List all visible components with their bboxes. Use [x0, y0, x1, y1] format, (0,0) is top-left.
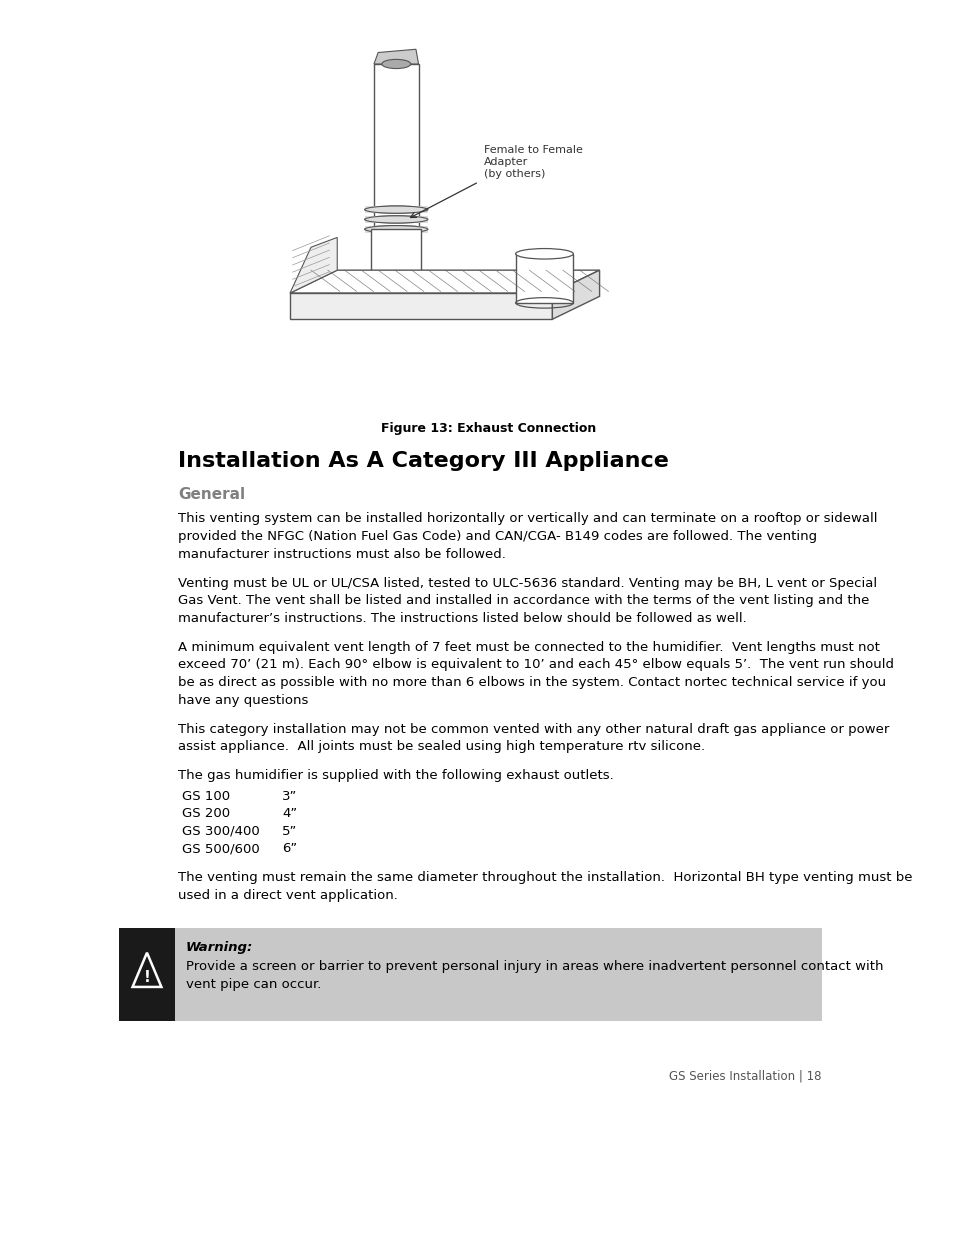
Text: used in a direct vent application.: used in a direct vent application. — [178, 889, 397, 902]
Text: !: ! — [143, 971, 151, 986]
Polygon shape — [290, 237, 337, 293]
Text: Gas Vent. The vent shall be listed and installed in accordance with the terms of: Gas Vent. The vent shall be listed and i… — [178, 594, 869, 608]
Text: The gas humidifier is supplied with the following exhaust outlets.: The gas humidifier is supplied with the … — [178, 769, 614, 782]
Ellipse shape — [381, 59, 411, 69]
Ellipse shape — [364, 226, 427, 233]
Polygon shape — [290, 293, 552, 320]
Text: have any questions: have any questions — [178, 694, 309, 706]
Polygon shape — [374, 49, 418, 64]
Text: GS 300/400: GS 300/400 — [182, 825, 259, 837]
Text: This venting system can be installed horizontally or vertically and can terminat: This venting system can be installed hor… — [178, 513, 877, 525]
Text: GS 200: GS 200 — [182, 808, 230, 820]
Polygon shape — [374, 64, 418, 261]
Text: The venting must remain the same diameter throughout the installation.  Horizont: The venting must remain the same diamete… — [178, 872, 912, 884]
Text: GS 500/600: GS 500/600 — [182, 842, 259, 856]
Text: 4”: 4” — [282, 808, 296, 820]
Text: GS Series Installation | 18: GS Series Installation | 18 — [668, 1070, 821, 1082]
Text: Venting must be UL or UL/CSA listed, tested to ULC-5636 standard. Venting may be: Venting must be UL or UL/CSA listed, tes… — [178, 577, 877, 589]
Text: A minimum equivalent vent length of 7 feet must be connected to the humidifier. : A minimum equivalent vent length of 7 fe… — [178, 641, 880, 653]
Text: Provide a screen or barrier to prevent personal injury in areas where inadverten: Provide a screen or barrier to prevent p… — [186, 961, 882, 973]
Polygon shape — [515, 254, 573, 303]
Text: vent pipe can occur.: vent pipe can occur. — [186, 978, 321, 990]
Text: GS 100: GS 100 — [182, 789, 230, 803]
Polygon shape — [364, 206, 427, 214]
Text: provided the NFGC (Nation Fuel Gas Code) and CAN/CGA- B149 codes are followed. T: provided the NFGC (Nation Fuel Gas Code)… — [178, 530, 817, 543]
Text: be as direct as possible with no more than 6 elbows in the system. Contact norte: be as direct as possible with no more th… — [178, 676, 885, 689]
Text: General: General — [178, 487, 245, 501]
Text: assist appliance.  All joints must be sealed using high temperature rtv silicone: assist appliance. All joints must be sea… — [178, 740, 705, 753]
Polygon shape — [371, 230, 421, 287]
Text: Figure 13: Exhaust Connection: Figure 13: Exhaust Connection — [381, 422, 596, 435]
Text: 6”: 6” — [282, 842, 296, 856]
Bar — [174, 927, 821, 1020]
Polygon shape — [290, 270, 598, 293]
Text: 3”: 3” — [282, 789, 297, 803]
Text: 5”: 5” — [282, 825, 297, 837]
Text: Installation As A Category III Appliance: Installation As A Category III Appliance — [178, 451, 669, 471]
Text: Warning:: Warning: — [186, 941, 253, 953]
Text: manufacturer’s instructions. The instructions listed below should be followed as: manufacturer’s instructions. The instruc… — [178, 611, 746, 625]
Text: exceed 70’ (21 m). Each 90° elbow is equivalent to 10’ and each 45° elbow equals: exceed 70’ (21 m). Each 90° elbow is equ… — [178, 658, 894, 672]
Ellipse shape — [515, 248, 573, 259]
Ellipse shape — [364, 206, 427, 214]
Bar — [119, 927, 174, 1020]
Polygon shape — [364, 216, 427, 224]
Polygon shape — [552, 270, 598, 320]
Polygon shape — [364, 226, 427, 233]
Text: Female to Female
Adapter
(by others): Female to Female Adapter (by others) — [484, 146, 582, 179]
Text: This category installation may not be common vented with any other natural draft: This category installation may not be co… — [178, 722, 889, 736]
Text: manufacturer instructions must also be followed.: manufacturer instructions must also be f… — [178, 547, 506, 561]
Ellipse shape — [364, 216, 427, 224]
